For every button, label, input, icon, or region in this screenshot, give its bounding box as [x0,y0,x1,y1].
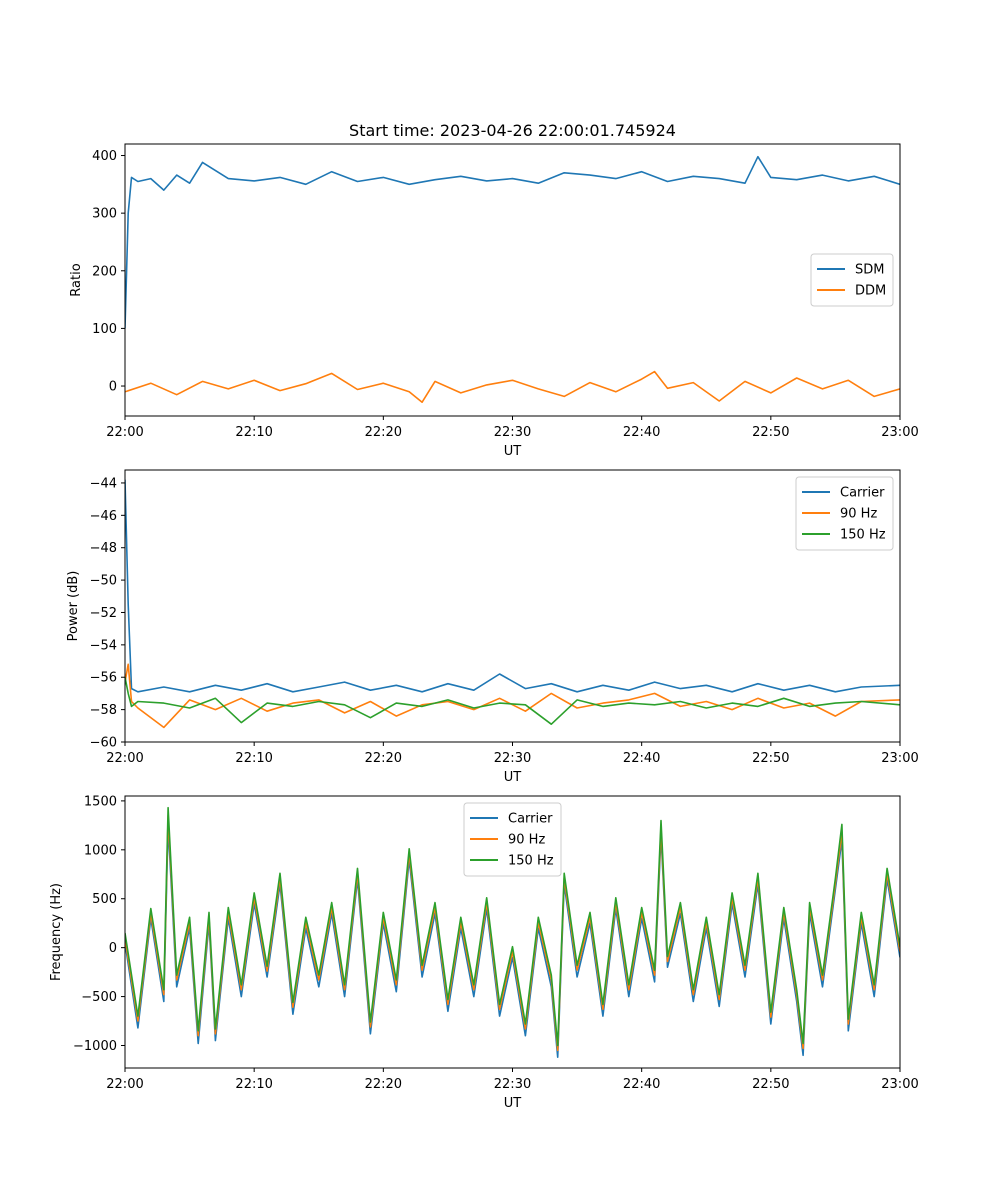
x-tick-label: 22:50 [752,1077,789,1092]
legend-box [463,802,562,877]
series-line-90-hz [125,663,900,729]
y-tick-label: 200 [92,264,117,279]
chart-title: Start time: 2023-04-26 22:00:01.745924 [349,121,676,140]
y-tick-label: −46 [90,509,117,524]
x-tick-label: 22:40 [623,751,660,766]
x-tick-label: 22:30 [494,425,531,440]
x-tick-label: 22:20 [365,751,402,766]
chart-panel-2: 22:00 22:10 22:20 22:30 22:40 22:50 23:00 −60 −5… [66,469,919,785]
legend-label: SDM [855,263,884,278]
x-tick-label: 23:00 [881,751,918,766]
x-tick-label: 23:00 [881,1077,918,1092]
legend-label: Carrier [840,486,885,501]
x-tick-label: 22:50 [752,425,789,440]
y-tick-label: −1000 [73,1039,117,1054]
y-tick-label: −60 [90,736,117,751]
legend-label: 90 Hz [508,833,545,848]
series-line-150-hz [125,677,900,726]
x-axis-label: UT [504,1096,522,1111]
x-tick-label: 23:00 [881,425,918,440]
y-tick-label: −56 [90,671,117,686]
y-tick-label: −500 [81,990,117,1005]
y-tick-label: −54 [90,638,117,653]
legend-label: 150 Hz [508,854,554,869]
x-tick-label: 22:10 [235,1077,272,1092]
x-tick-label: 22:40 [623,1077,660,1092]
x-axis-label: UT [504,770,522,785]
x-tick-label: 22:30 [494,751,531,766]
legend-label: 150 Hz [840,528,886,543]
x-tick-label: 22:50 [752,751,789,766]
x-tick-label: 22:10 [235,751,272,766]
y-tick-label: −50 [90,574,117,589]
legend-box [810,253,894,307]
legend-label: Carrier [508,812,553,827]
series-line-150-hz [125,806,900,1047]
y-tick-label: 300 [92,207,117,222]
y-tick-label: 0 [109,380,117,395]
plot-frame [124,469,901,743]
x-tick-label: 22:10 [235,425,272,440]
y-tick-label: 1500 [84,794,117,809]
y-tick-label: 1000 [84,843,117,858]
legend-box [795,476,894,551]
x-tick-label: 22:40 [623,425,660,440]
legend-label: 90 Hz [840,507,877,522]
x-axis-label: UT [504,444,522,459]
chart-panel-3: 22:00 22:10 22:20 22:30 22:40 22:50 23:00 −1000… [49,794,919,1111]
legend: SDM DDM [810,253,894,307]
y-axis-label: Ratio [69,263,84,296]
x-tick-label: 22:00 [106,1077,143,1092]
x-tick-label: 22:30 [494,1077,531,1092]
y-tick-label: 0 [109,941,117,956]
y-tick-label: 500 [92,892,117,907]
chart-panel-1: 22:00 22:10 22:20 22:30 22:40 22:50 23:00 0 100 2… [69,121,919,459]
x-tick-label: 22:00 [106,751,143,766]
legend: Carrier 90 Hz 150 Hz [795,476,894,551]
legend-label: DDM [855,284,886,299]
y-tick-label: 100 [92,322,117,337]
y-tick-label: −52 [90,606,117,621]
y-tick-label: −48 [90,541,117,556]
y-tick-label: 400 [92,149,117,164]
y-axis-label: Power (dB) [66,571,81,642]
y-tick-label: −44 [90,476,117,491]
x-tick-label: 22:00 [106,425,143,440]
x-tick-label: 22:20 [365,425,402,440]
y-tick-label: −58 [90,703,117,718]
x-tick-label: 22:20 [365,1077,402,1092]
y-axis-label: Frequency (Hz) [49,883,64,981]
series-line-ddm [125,370,900,404]
plot-frame [124,143,901,417]
legend: Carrier 90 Hz 150 Hz [463,802,562,877]
series-line-carrier [125,479,900,693]
series-line-sdm [125,155,900,329]
